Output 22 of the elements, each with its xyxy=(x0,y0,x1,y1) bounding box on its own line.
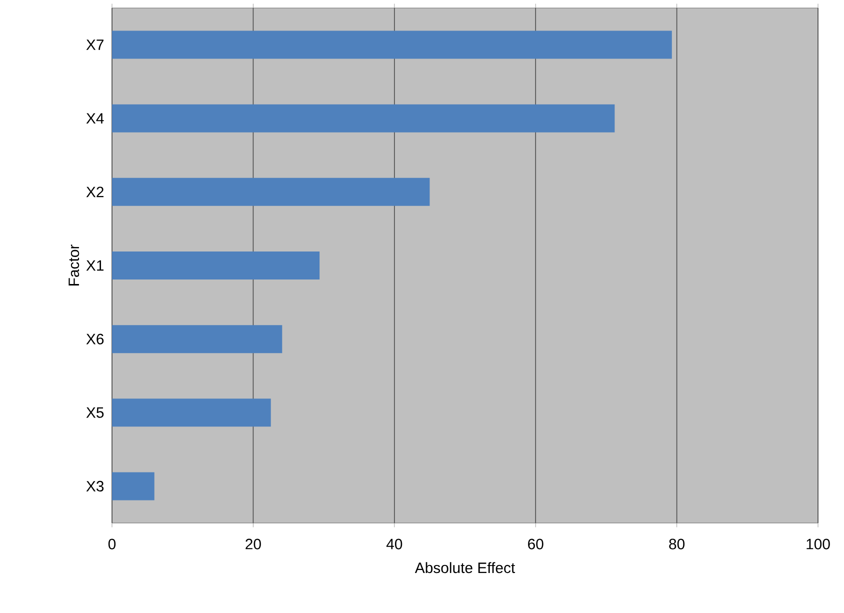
bar xyxy=(112,398,271,427)
y-tick-label: X2 xyxy=(86,186,104,198)
y-tick-label: X4 xyxy=(86,113,104,124)
bar xyxy=(112,472,154,500)
bar xyxy=(112,178,430,206)
x-axis-title: Absolute Effect xyxy=(414,562,516,574)
y-axis-title: Factor xyxy=(68,244,80,286)
bar xyxy=(112,30,672,59)
bar xyxy=(112,325,282,354)
y-tick-label: X1 xyxy=(86,260,104,271)
x-tick-label: 60 xyxy=(528,538,544,550)
x-tick-label: 40 xyxy=(386,538,402,550)
y-tick-label: X6 xyxy=(86,334,104,344)
x-tick-label: 20 xyxy=(246,538,261,550)
y-tick-label: X5 xyxy=(86,407,104,418)
bar xyxy=(112,252,320,280)
bar xyxy=(112,104,615,132)
x-tick-label: 80 xyxy=(669,538,685,550)
y-tick-label: X3 xyxy=(86,480,104,492)
y-tick-label: X7 xyxy=(86,40,104,50)
x-tick-label: 100 xyxy=(806,538,830,550)
x-tick-label: 0 xyxy=(108,538,116,550)
